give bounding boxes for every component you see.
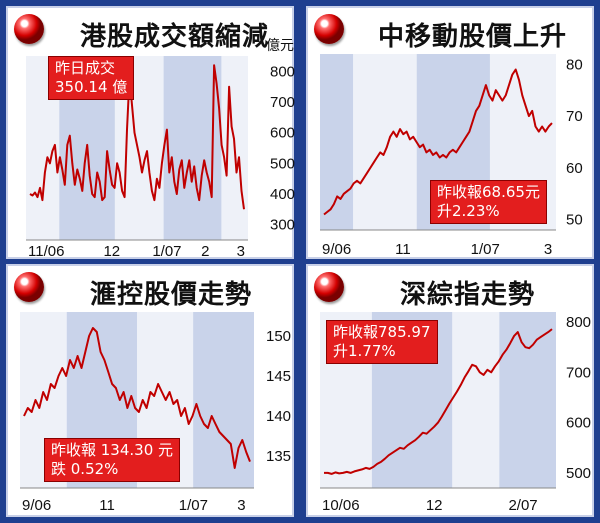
annotation-line-1: 昨收報785.97 bbox=[333, 323, 431, 341]
red-ball-icon bbox=[314, 272, 344, 302]
y-tick-label: 50 bbox=[566, 212, 583, 229]
annotation-line-1: 昨收報68.65元 bbox=[437, 183, 540, 201]
y-tick-label: 80 bbox=[566, 56, 583, 73]
y-tick-label: 150 bbox=[266, 328, 291, 345]
x-tick-label: 9/06 bbox=[22, 497, 51, 514]
month-band bbox=[499, 312, 556, 488]
annotation-line-2: 350.14 億 bbox=[55, 78, 128, 96]
x-tick-label: 2 bbox=[201, 243, 209, 260]
x-tick-label: 10/06 bbox=[322, 497, 360, 514]
x-tick-label: 3 bbox=[237, 497, 245, 514]
y-tick-label: 700 bbox=[566, 364, 591, 381]
x-tick-label: 3 bbox=[237, 243, 245, 260]
annotation-line-2: 升1.77% bbox=[333, 342, 396, 360]
chart-panel-turnover: 港股成交額縮減 300 400 500 600 700 800 億元 11/06 12 1/07 2… bbox=[6, 6, 295, 260]
y-tick-label: 500 bbox=[270, 155, 295, 172]
series-line bbox=[23, 327, 251, 469]
chart-plot: 500 600 700 800 10/06 12 2/07 bbox=[320, 312, 591, 514]
chart-panel-china-mobile: 中移動股價上升 50 60 70 80 9/06 11 1/07 3 昨收報68.65元 升2… bbox=[306, 6, 594, 259]
annotation-box: 昨日成交 350.14 億 bbox=[48, 56, 135, 100]
red-ball-icon bbox=[14, 272, 44, 302]
y-tick-label: 135 bbox=[266, 448, 291, 465]
y-tick-label: 400 bbox=[270, 186, 295, 203]
y-tick-label: 60 bbox=[566, 160, 583, 177]
x-tick-label: 12 bbox=[103, 243, 120, 260]
y-tick-label: 70 bbox=[566, 108, 583, 125]
month-band bbox=[193, 312, 254, 488]
annotation-box: 昨收報 134.30 元 跌 0.52% bbox=[44, 438, 181, 482]
chart-title: 港股成交額縮減 bbox=[80, 22, 270, 52]
month-band bbox=[320, 54, 354, 230]
y-tick-label: 600 bbox=[566, 415, 591, 432]
x-tick-label: 12 bbox=[426, 497, 443, 514]
red-ball-icon bbox=[14, 14, 44, 44]
chart-plot: 300 400 500 600 700 800 億元 11/06 12 1/07 2 3 bbox=[26, 38, 295, 260]
x-tick-label: 9/06 bbox=[322, 241, 351, 258]
x-tick-label: 11/06 bbox=[28, 243, 64, 260]
annotation-box: 昨收報68.65元 升2.23% bbox=[430, 180, 547, 224]
chart-title: 滙控股價走勢 bbox=[90, 280, 253, 310]
annotation-line-1: 昨收報 134.30 元 bbox=[51, 441, 174, 459]
annotation-line-2: 升2.23% bbox=[437, 202, 500, 220]
x-tick-label: 3 bbox=[544, 241, 552, 258]
annotation-line-2: 跌 0.52% bbox=[51, 460, 119, 478]
x-tick-label: 11 bbox=[395, 241, 411, 258]
y-tick-label: 600 bbox=[270, 125, 295, 142]
y-tick-label: 800 bbox=[270, 63, 295, 80]
y-tick-label: 500 bbox=[566, 465, 591, 482]
y-tick-label: 300 bbox=[270, 217, 295, 234]
y-tick-label: 700 bbox=[270, 94, 295, 111]
y-tick-label: 800 bbox=[566, 314, 591, 331]
x-tick-label: 2/07 bbox=[508, 497, 537, 514]
chart-title: 中移動股價上升 bbox=[378, 22, 568, 52]
y-tick-label: 140 bbox=[266, 408, 291, 425]
series-line bbox=[323, 68, 553, 216]
red-ball-icon bbox=[314, 14, 344, 44]
series-line bbox=[29, 64, 245, 210]
x-tick-label: 11 bbox=[99, 497, 115, 514]
x-tick-label: 1/07 bbox=[179, 497, 208, 514]
y-axis-unit: 億元 bbox=[266, 38, 294, 54]
x-tick-label: 1/07 bbox=[471, 241, 500, 258]
chart-panel-shenzhen-index: 深綜指走勢 500 600 700 800 10/06 12 2/07 昨收報785.97 … bbox=[306, 264, 594, 517]
chart-panel-hsbc: 滙控股價走勢 135 140 145 150 9/06 11 1/07 3 昨收報 134.3… bbox=[6, 264, 294, 517]
annotation-line-1: 昨日成交 bbox=[55, 59, 116, 77]
y-tick-label: 145 bbox=[266, 368, 291, 385]
series-line bbox=[324, 328, 553, 475]
x-tick-label: 1/07 bbox=[152, 243, 181, 260]
annotation-box: 昨收報785.97 升1.77% bbox=[326, 320, 438, 364]
chart-title: 深綜指走勢 bbox=[400, 280, 536, 310]
